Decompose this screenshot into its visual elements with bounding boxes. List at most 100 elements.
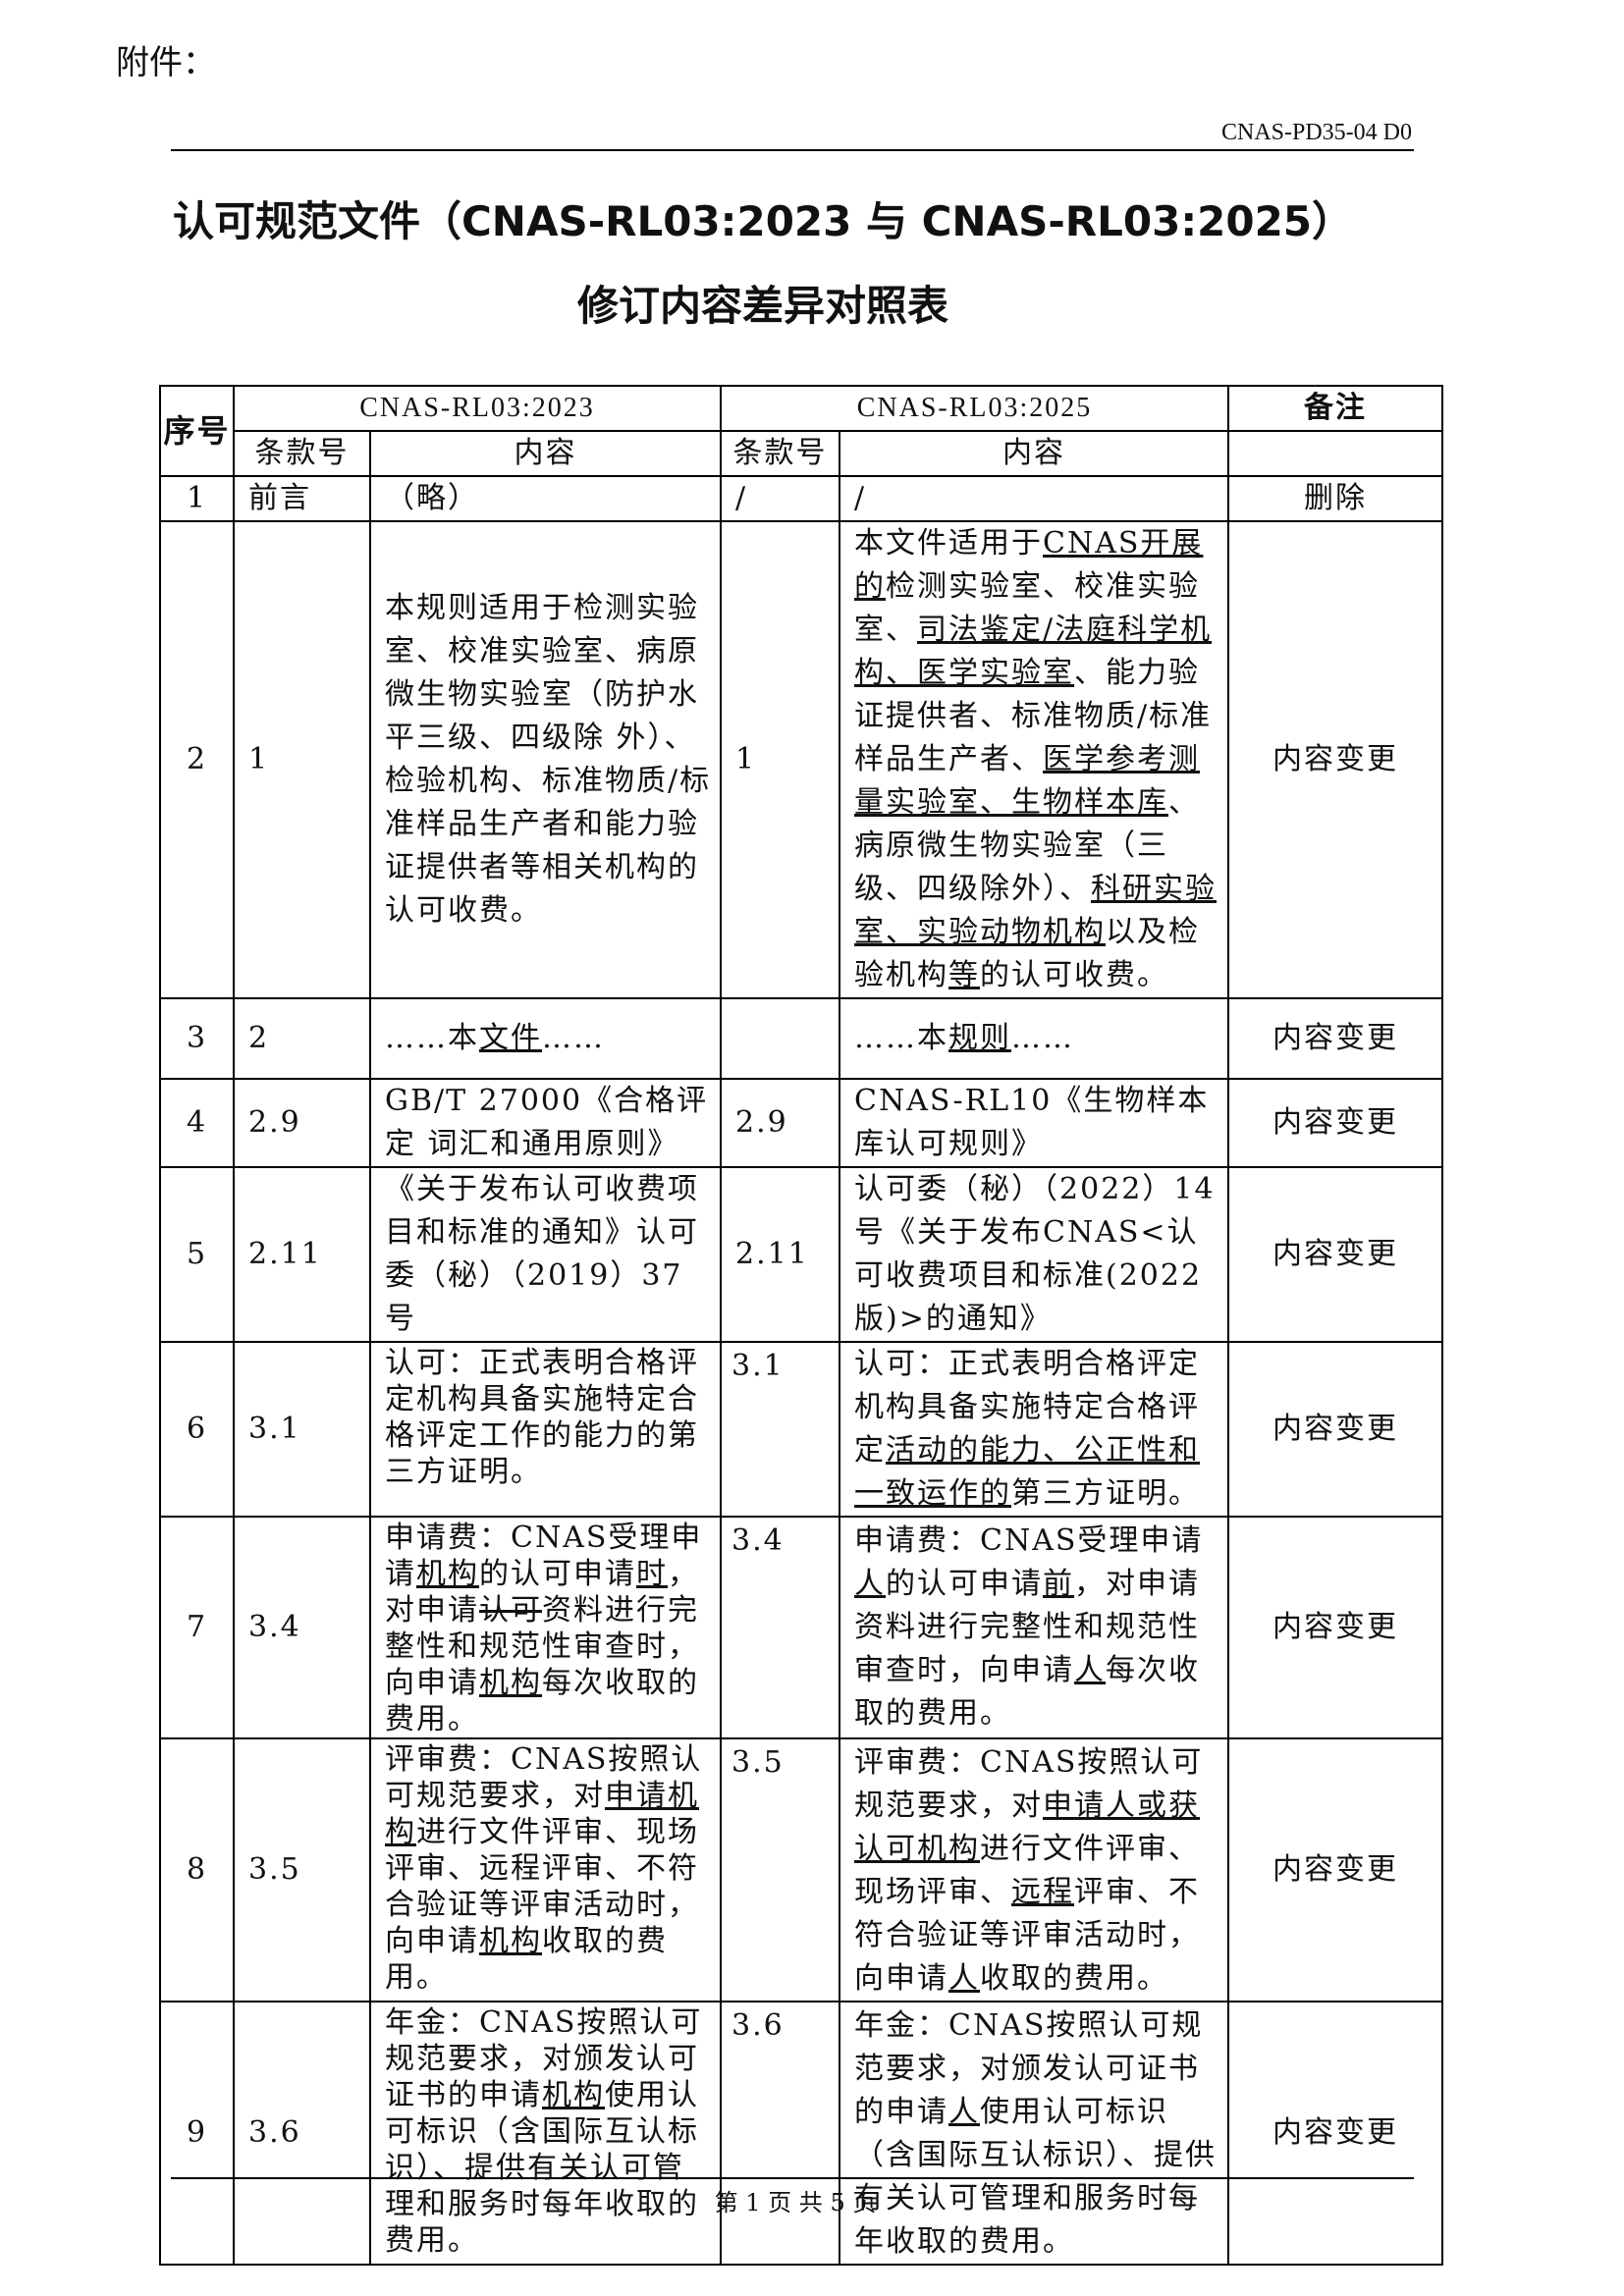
underlined-text: 人 <box>948 1961 981 1996</box>
content-text: 使用认可标识（含国际互认标识）、提供有关认可管理和服务时每年收取的费用。 <box>854 2095 1218 2259</box>
underlined-text: 申请人或获认可机构 <box>854 1789 1201 1866</box>
underlined-text: 司法鉴定/法庭科学机构、医学实验室 <box>854 613 1213 690</box>
content-text: CNAS-RL10《生物样本库认可规则》 <box>854 1084 1210 1161</box>
underlined-text: 活动的能力、公正性和一致运作的 <box>854 1433 1201 1511</box>
row-remark: 内容变更 <box>1227 1166 1444 1343</box>
content-text: 进行文件评审、现场评审、 <box>854 1832 1201 1909</box>
new-clause: / <box>720 475 841 522</box>
old-content: ……本文件…… <box>368 997 723 1080</box>
row-remark: 内容变更 <box>1227 1516 1444 1739</box>
table-row: 7 3.4 申请费：CNAS受理申请机构的认可申请时，对申请认可资料进行完整性和规范… <box>159 1516 1444 1739</box>
row-seq: 4 <box>159 1078 235 1168</box>
row-seq: 8 <box>159 1737 235 2002</box>
row-remark: 内容变更 <box>1227 1078 1444 1168</box>
new-clause: 2.11 <box>720 1166 841 1343</box>
new-content: 评审费：CNAS按照认可规范要求，对申请人或获认可机构进行文件评审、现场评审、远… <box>839 1737 1230 2002</box>
content-text: ，对申请资料进行完整性和规范性审查时，向申请 <box>854 1567 1201 1687</box>
content-text: GB/T 27000《合格评定 词汇和通用原则》 <box>385 1084 709 1161</box>
row-seq: 1 <box>159 475 235 522</box>
old-clause: 2.9 <box>233 1078 371 1168</box>
content-text: 认可：正式表明合格评定机构具备实施特定合格评定 <box>854 1347 1201 1468</box>
table-row: 6 3.1 认可：正式表明合格评定机构具备实施特定合格评定工作的能力的第三方证明。 3… <box>159 1341 1444 1518</box>
table-row: 9 3.6 年金：CNAS按照认可规范要求，对颁发认可证书的申请机构使用认可标识（含… <box>159 2001 1444 2266</box>
table-subheader-row: 条款号 内容 条款号 内容 <box>160 430 1444 477</box>
new-clause: 3.1 <box>720 1341 841 1518</box>
table-row: 8 3.5 评审费：CNAS按照认可规范要求，对申请机构进行文件评审、现场评审、远程… <box>159 1737 1444 2002</box>
attachment-label: 附件： <box>116 43 216 82</box>
content-text: ……本 <box>385 1021 479 1055</box>
content-text: / <box>854 481 867 515</box>
old-clause: 前言 <box>233 475 371 522</box>
content-text: 进行文件评审、现场评审、远程评审、不符合验证等评审活动时，向申请 <box>385 1815 699 1958</box>
new-clause: 1 <box>720 520 841 999</box>
table-header-row: 序号 CNAS-RL03:2023 CNAS-RL03:2025 备注 <box>159 385 1444 477</box>
content-text: ……本 <box>854 1021 949 1055</box>
underlined-text: 人 <box>948 2095 981 2129</box>
underlined-text: 前 <box>1043 1567 1075 1601</box>
document-title: 认可规范文件（CNAS-RL03:2023 与 CNAS-RL03:2025） <box>172 197 1354 245</box>
content-text: 申请费：CNAS受理申请 <box>385 1521 703 1591</box>
content-text: 检测实验室、校准实验室、 <box>854 569 1201 647</box>
header-old-clause: 条款号 <box>233 430 371 477</box>
new-clause: 3.4 <box>720 1516 841 1739</box>
underlined-text: 机构 <box>479 1666 542 1700</box>
table-row: 5 2.11 《关于发布认可收费项目和标准的通知》认可委（秘）（2019）37号 2.… <box>159 1166 1444 1343</box>
content-text: 每次收取的费用。 <box>854 1653 1201 1731</box>
content-text: 的认可收费。 <box>980 958 1169 992</box>
footer-divider <box>171 2177 1414 2179</box>
underlined-text: CNAS开展的 <box>854 526 1204 604</box>
header-old-content: 内容 <box>368 430 723 477</box>
new-content: / <box>839 475 1230 522</box>
table-row: 2 1 本规则适用于检测实验室、校准实验室、病原微生物实验室（防护水平三级、四级除 … <box>159 520 1444 999</box>
content-text: 认可：正式表明合格评定机构具备实施特定合格评定工作的能力的第三方证明。 <box>385 1346 699 1489</box>
old-content: 本规则适用于检测实验室、校准实验室、病原微生物实验室（防护水平三级、四级除 外）… <box>368 520 723 999</box>
old-clause: 3.5 <box>233 1737 371 2002</box>
new-content: 申请费：CNAS受理申请人的认可申请前，对申请资料进行完整性和规范性审查时，向申… <box>839 1516 1230 1739</box>
underlined-text: 机构 <box>416 1557 479 1591</box>
row-remark: 内容变更 <box>1227 1341 1444 1518</box>
content-text: 资料进行完整性和规范性审查时，向申请 <box>385 1593 699 1700</box>
content-text: 的认可申请 <box>886 1567 1044 1601</box>
content-text: 评审费：CNAS按照认可规范要求，对 <box>385 1742 703 1813</box>
new-content: 年金：CNAS按照认可规范要求，对颁发认可证书的申请人使用认可标识（含国际互认标… <box>839 2001 1230 2266</box>
header-seq: 序号 <box>159 385 235 477</box>
table-row: 3 2 ……本文件…… ……本规则…… 内容变更 <box>159 997 1444 1080</box>
row-remark: 内容变更 <box>1227 2001 1444 2266</box>
underlined-text: 机构 <box>479 1924 542 1958</box>
old-content: 评审费：CNAS按照认可规范要求，对申请机构进行文件评审、现场评审、远程评审、不… <box>368 1737 723 2002</box>
content-text: 、病原微生物实验室（三级、四级除外）、 <box>854 785 1201 906</box>
header-new-clause: 条款号 <box>720 430 841 477</box>
old-clause: 2 <box>233 997 371 1080</box>
content-text: 评审、不符合验证等评审活动时，向申请 <box>854 1875 1201 1996</box>
document-subtitle: 修订内容差异对照表 <box>576 282 948 330</box>
row-seq: 6 <box>159 1341 235 1518</box>
old-clause: 2.11 <box>233 1166 371 1343</box>
new-content: 本文件适用于CNAS开展的检测实验室、校准实验室、司法鉴定/法庭科学机构、医学实… <box>839 520 1230 999</box>
underlined-text: 医学参考测量实验室、生物样本库 <box>854 742 1201 820</box>
new-content: CNAS-RL10《生物样本库认可规则》 <box>839 1078 1230 1168</box>
content-text: （略） <box>385 481 479 515</box>
content-text: 本文件适用于 <box>854 526 1044 561</box>
row-seq: 5 <box>159 1166 235 1343</box>
content-text: 第三方证明。 <box>1011 1476 1201 1511</box>
document-id: CNAS-PD35-04 D0 <box>1220 120 1412 145</box>
underlined-text: 人 <box>1074 1653 1107 1687</box>
underlined-text: 申请机构 <box>385 1779 699 1849</box>
old-content: （略） <box>368 475 723 522</box>
old-content: 认可：正式表明合格评定机构具备实施特定合格评定工作的能力的第三方证明。 <box>368 1341 723 1518</box>
content-text: 年金：CNAS按照认可规范要求，对颁发认可证书的申请 <box>385 2005 703 2112</box>
content-text: 《关于发布认可收费项目和标准的通知》认可委（秘）（2019）37号 <box>385 1172 699 1336</box>
row-remark: 内容变更 <box>1227 997 1444 1080</box>
content-text: 的认可申请 <box>479 1557 636 1591</box>
new-clause: 3.6 <box>720 2001 841 2266</box>
row-remark: 内容变更 <box>1227 1737 1444 2002</box>
old-content: 申请费：CNAS受理申请机构的认可申请时，对申请认可资料进行完整性和规范性审查时… <box>368 1516 723 1739</box>
underlined-text: 远程 <box>1011 1875 1075 1909</box>
old-content: 《关于发布认可收费项目和标准的通知》认可委（秘）（2019）37号 <box>368 1166 723 1343</box>
content-text: 收取的费用。 <box>980 1961 1169 1996</box>
content-text: 评审费：CNAS按照认可规范要求，对 <box>854 1745 1204 1823</box>
row-remark: 内容变更 <box>1227 520 1444 999</box>
new-content: 认可委（秘）（2022）14号《关于发布CNAS<认可收费项目和标准(2022版… <box>839 1166 1230 1343</box>
new-clause <box>720 997 841 1080</box>
content-text: 以及检验机构 <box>854 915 1201 992</box>
